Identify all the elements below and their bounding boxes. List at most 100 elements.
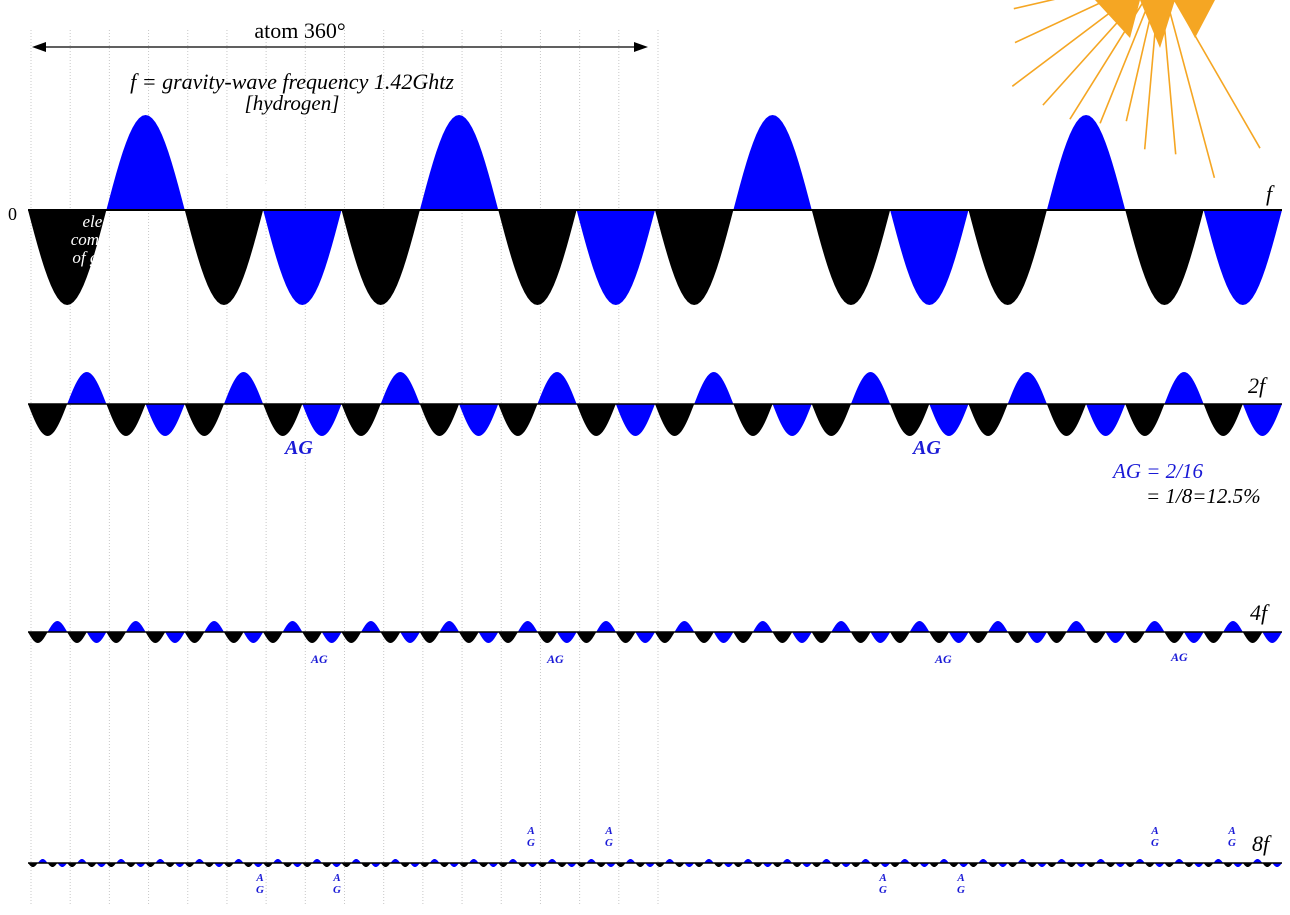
magnetic-lobe	[351, 859, 362, 863]
magnetic-lobe	[988, 621, 1008, 632]
electric-lobe	[968, 404, 1008, 436]
electric-lobe	[674, 863, 685, 867]
vertical-gridlines	[30, 30, 659, 905]
magnetic-lobe	[713, 632, 734, 643]
electric-lobe	[1223, 863, 1234, 867]
sun-ray	[1069, 0, 1146, 120]
electric-lobe	[576, 632, 597, 643]
magnetic-lobe	[841, 863, 851, 867]
magnetic-lobe	[488, 863, 499, 867]
electric-lobe	[655, 210, 734, 305]
ag-stacked-letter: G	[256, 884, 264, 896]
electric-lobe	[302, 632, 322, 643]
magnetic-lobe	[752, 621, 773, 632]
electric-label-line: electric	[83, 212, 134, 231]
electric-lobe	[184, 863, 195, 867]
magnetic-lobe	[1262, 632, 1282, 643]
ag-stacked-letter: A	[526, 825, 534, 837]
magnetic-lobe	[194, 859, 205, 863]
magnetic-lobe	[1027, 632, 1047, 643]
magnetic-lobe	[1086, 404, 1126, 436]
ag-stacked-letter: G	[957, 884, 965, 896]
magnetic-lobe	[664, 859, 675, 863]
electric-lobe	[929, 863, 940, 867]
magnetic-lobe	[517, 621, 538, 632]
row-label-8f: 8f	[1252, 831, 1272, 856]
electric-lobe	[537, 632, 558, 643]
magnetic-lobe	[37, 859, 48, 863]
magnetic-lobe	[1144, 621, 1165, 632]
ag-stacked-letter: G	[333, 884, 341, 896]
electric-lobe	[1203, 863, 1214, 867]
electric-lobe	[576, 863, 587, 867]
magnetic-lobe	[723, 863, 734, 867]
magnetic-lobe	[1184, 632, 1204, 643]
magnetic-lobe	[204, 621, 224, 632]
electric-lobe	[733, 632, 753, 643]
electric-lobe	[1027, 863, 1038, 867]
sun-ray	[1173, 0, 1261, 149]
magnetic-lobe	[743, 859, 753, 863]
magnetic-lobe	[214, 863, 224, 867]
magnetic-lobe	[478, 632, 499, 643]
magnetic-lobe	[1046, 115, 1126, 210]
electric-lobe	[792, 863, 802, 867]
electric-lobe	[184, 632, 205, 643]
magnetic-lobe	[1056, 859, 1067, 863]
electric-lobe	[67, 863, 77, 867]
electric-lobe	[439, 863, 450, 867]
wave-row-4f	[28, 621, 1282, 643]
sun-core	[1095, 0, 1215, 48]
electric-lobe	[204, 863, 215, 867]
magnetic-lobe	[439, 621, 460, 632]
wave-row-2f	[28, 372, 1282, 436]
electric-lobe	[28, 210, 107, 305]
electric-lobe	[321, 863, 332, 867]
magnetic-lobe	[312, 859, 322, 863]
sun-ray	[1125, 0, 1156, 122]
magnetic-lobe	[243, 632, 264, 643]
electric-lobe	[1203, 404, 1243, 436]
electric-lobe	[145, 863, 156, 867]
electric-lobe	[498, 210, 577, 305]
magnetic-lobe	[831, 621, 851, 632]
magnetic-lobe	[1095, 859, 1106, 863]
ag-stacked-letter: A	[878, 872, 886, 884]
electric-lobe	[28, 863, 38, 867]
electric-lobe	[655, 404, 695, 436]
electric-lobe	[694, 632, 714, 643]
zero-label: 0	[8, 204, 17, 224]
ag-marker: AG	[1170, 650, 1188, 664]
magnetic-lobe	[263, 210, 342, 305]
electric-lobe	[478, 863, 489, 867]
magnetic-lobe	[635, 632, 655, 643]
electric-lobe	[1007, 632, 1028, 643]
wave-row-8f	[28, 859, 1282, 867]
electric-lobe	[733, 404, 773, 436]
electric-lobe	[243, 863, 254, 867]
magnetic-lobe	[772, 404, 812, 436]
electric-lobe	[811, 863, 822, 867]
magnetic-lobe	[1135, 859, 1145, 863]
magnetic-lobe	[1252, 859, 1263, 863]
electric-lobe	[1242, 632, 1263, 643]
electric-lobe	[517, 863, 528, 867]
magnetic-lobe	[1272, 863, 1282, 867]
electric-lobe	[361, 863, 371, 867]
electric-lobe	[713, 863, 724, 867]
ag-marker: AG	[934, 652, 952, 666]
electric-lobe	[557, 863, 567, 867]
magnetic-lobe	[801, 863, 812, 867]
magnetic-lobe	[1242, 404, 1282, 436]
electric-lobe	[459, 632, 479, 643]
electric-lobe	[380, 863, 391, 867]
magnetic-lobe	[47, 621, 68, 632]
magnetic-lobe	[1115, 863, 1126, 867]
magnetic-lobe	[939, 859, 949, 863]
magnetic-lobe	[135, 863, 146, 867]
magnetic-lobe	[645, 863, 655, 867]
electric-label-line: component	[71, 230, 147, 249]
electric-lobe	[419, 863, 430, 867]
magnetic-lobe	[302, 404, 342, 436]
electric-lobe	[1125, 404, 1165, 436]
